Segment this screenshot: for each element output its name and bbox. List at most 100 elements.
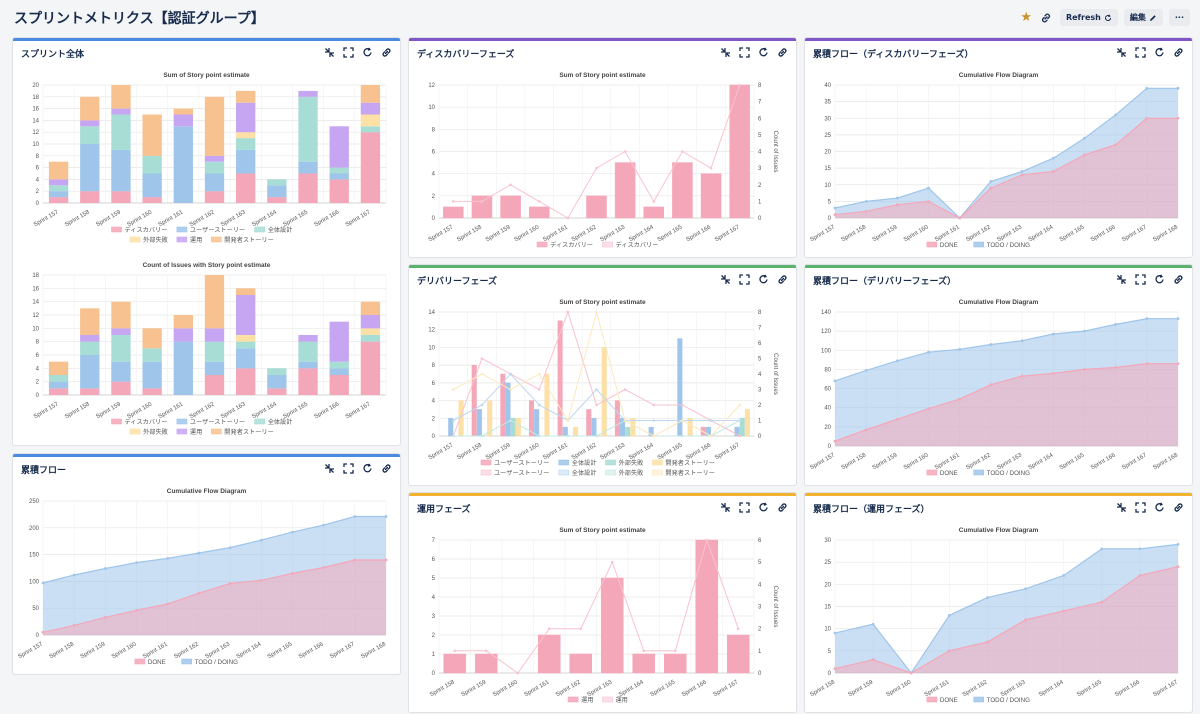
fullscreen-button[interactable] xyxy=(1135,47,1146,58)
legend-label: 外部失敗 xyxy=(619,469,645,477)
data-point xyxy=(291,530,294,534)
fullscreen-button[interactable] xyxy=(1135,274,1146,285)
panel-refresh-button[interactable] xyxy=(1154,274,1165,285)
edit-button[interactable]: 編集 xyxy=(1123,9,1163,26)
x-tick-label: Sprint 167 xyxy=(329,641,356,660)
refresh-button[interactable]: Refresh xyxy=(1059,9,1118,26)
collapse-button[interactable] xyxy=(720,274,731,285)
more-button[interactable]: ··· xyxy=(1168,9,1190,26)
fullscreen-button[interactable] xyxy=(343,463,354,474)
y-tick-label: 150 xyxy=(29,553,40,559)
bar xyxy=(111,328,131,335)
data-point xyxy=(958,347,962,351)
panel-refresh-button[interactable] xyxy=(362,463,373,474)
expand-icon xyxy=(739,502,750,513)
data-point xyxy=(1020,173,1024,177)
bar xyxy=(80,341,100,355)
fullscreen-button[interactable] xyxy=(1135,502,1146,513)
fullscreen-button[interactable] xyxy=(739,47,750,58)
panel-link-button[interactable] xyxy=(1173,274,1184,285)
bar xyxy=(329,167,349,174)
x-tick-label: Sprint 161 xyxy=(542,442,569,461)
data-point xyxy=(595,403,598,407)
bar xyxy=(204,375,225,395)
collapse-button[interactable] xyxy=(720,47,731,58)
panel-link-button[interactable] xyxy=(381,463,392,474)
x-tick-label: Sprint 157 xyxy=(17,641,44,660)
x-tick-label: Sprint 167 xyxy=(1152,679,1179,698)
fullscreen-button[interactable] xyxy=(739,502,750,513)
y-tick-label: 8 xyxy=(36,154,40,160)
data-point xyxy=(927,186,930,190)
star-icon[interactable]: ★ xyxy=(1020,10,1032,25)
data-point xyxy=(452,419,455,422)
bar xyxy=(236,173,256,203)
legend-swatch xyxy=(605,459,616,466)
data-point xyxy=(1176,543,1180,546)
panel-refresh-button[interactable] xyxy=(758,502,769,513)
data-point xyxy=(566,310,570,314)
bar xyxy=(663,653,687,674)
collapse-button[interactable] xyxy=(720,502,731,513)
legend-swatch xyxy=(176,428,188,435)
y-tick-label: 0 xyxy=(432,671,436,677)
data-point xyxy=(738,434,741,438)
panel-title: 運用フェーズ xyxy=(417,505,471,515)
collapse-button[interactable] xyxy=(1116,274,1127,285)
x-tick-label: Sprint 158 xyxy=(456,224,483,243)
x-tick-label: Sprint 166 xyxy=(1090,224,1117,243)
panel-refresh-button[interactable] xyxy=(1154,47,1165,58)
data-point xyxy=(537,434,541,438)
refresh-icon xyxy=(1104,14,1111,21)
panel-title: 累積フロー（運用フェーズ） xyxy=(813,505,930,515)
data-point xyxy=(738,83,741,87)
panel-refresh-button[interactable] xyxy=(362,47,373,58)
chart-sum-story-points: Sum of Story point estimate 0 2 4 6 8 10 12 14 16… xyxy=(13,69,400,249)
x-tick-label: Sprint 161 xyxy=(924,679,951,698)
collapse-button[interactable] xyxy=(1116,502,1127,513)
panel-link-button[interactable] xyxy=(777,502,788,513)
panel-link-button[interactable] xyxy=(1173,47,1184,58)
panel-cumulative-flow: 累積フロー Cumulative Flow Diagram 0 50 100 150 20… xyxy=(13,454,400,674)
x-tick-label: Sprint 163 xyxy=(996,224,1023,243)
x-tick-label: Sprint 167 xyxy=(345,401,372,420)
collapse-button[interactable] xyxy=(324,47,335,58)
panel-link-button[interactable] xyxy=(777,47,788,58)
data-point xyxy=(709,434,713,438)
area-series xyxy=(835,566,1178,673)
data-point xyxy=(595,434,598,438)
y2-axis-label: Count of Issues xyxy=(772,353,778,395)
data-point xyxy=(566,434,570,438)
page-header: スプリントメトリクス【認証グループ】 ★ Refresh 編集 ··· xyxy=(0,0,1200,36)
chart-title: Sum of Story point estimate xyxy=(163,72,250,79)
legend-swatch xyxy=(176,226,188,233)
data-point xyxy=(1062,574,1066,577)
x-tick-label: Sprint 158 xyxy=(64,401,91,420)
x-tick-label: Sprint 159 xyxy=(872,224,899,243)
x-tick-label: Sprint 165 xyxy=(267,641,294,660)
bar xyxy=(236,348,256,369)
edit-label: 編集 xyxy=(1129,13,1146,22)
x-tick-label: Sprint 161 xyxy=(158,401,185,420)
panel-link-button[interactable] xyxy=(381,47,392,58)
fullscreen-button[interactable] xyxy=(343,47,354,58)
panel-refresh-button[interactable] xyxy=(758,274,769,285)
fullscreen-button[interactable] xyxy=(739,274,750,285)
y2-tick-label: 8 xyxy=(758,83,762,89)
x-tick-label: Sprint 166 xyxy=(298,641,325,660)
panel-link-button[interactable] xyxy=(777,274,788,285)
data-point xyxy=(895,417,899,421)
collapse-button[interactable] xyxy=(1116,47,1127,58)
collapse-button[interactable] xyxy=(324,463,335,474)
data-point xyxy=(384,558,388,562)
chart-cfd-discovery: Cumulative Flow Diagram 0 5 10 15 20 25 30 35 40 S… xyxy=(805,69,1192,254)
link-icon[interactable] xyxy=(1038,10,1054,26)
y-tick-label: 20 xyxy=(824,150,831,156)
bar xyxy=(48,185,69,192)
chart-title: Count of Issues with Story point estimat… xyxy=(143,262,271,269)
data-point xyxy=(871,658,875,662)
panel-refresh-button[interactable] xyxy=(758,47,769,58)
panel-refresh-button[interactable] xyxy=(1154,502,1165,513)
panel-link-button[interactable] xyxy=(1173,502,1184,513)
legend-label: ディスカバリー xyxy=(616,241,659,249)
